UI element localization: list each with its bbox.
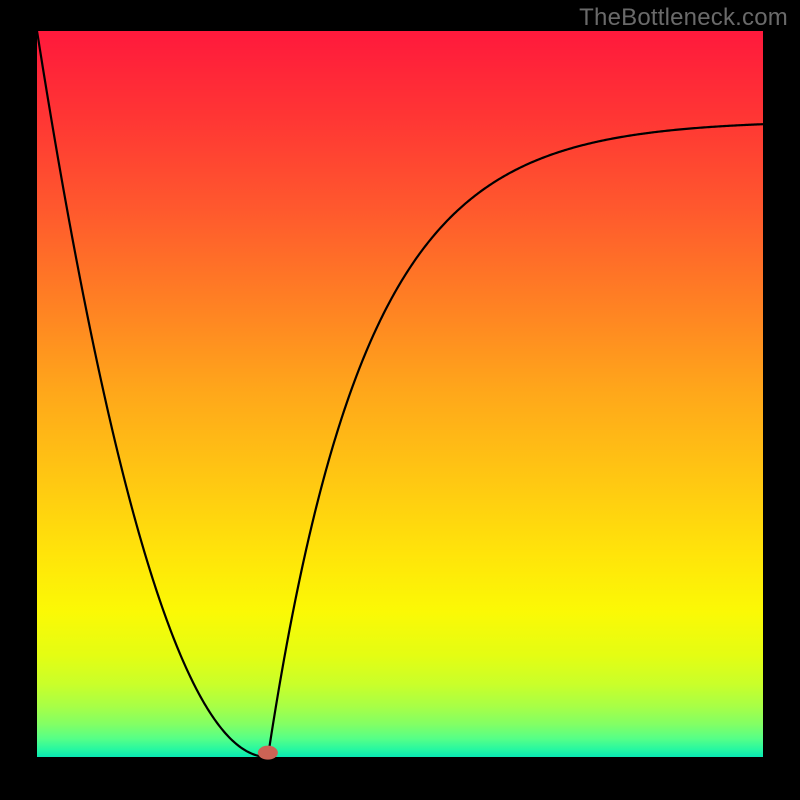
chart-container: TheBottleneck.com xyxy=(0,0,800,800)
bottleneck-chart xyxy=(0,0,800,800)
watermark-text: TheBottleneck.com xyxy=(579,4,788,32)
plot-gradient-background xyxy=(37,31,763,757)
optimal-point-marker xyxy=(258,746,278,760)
